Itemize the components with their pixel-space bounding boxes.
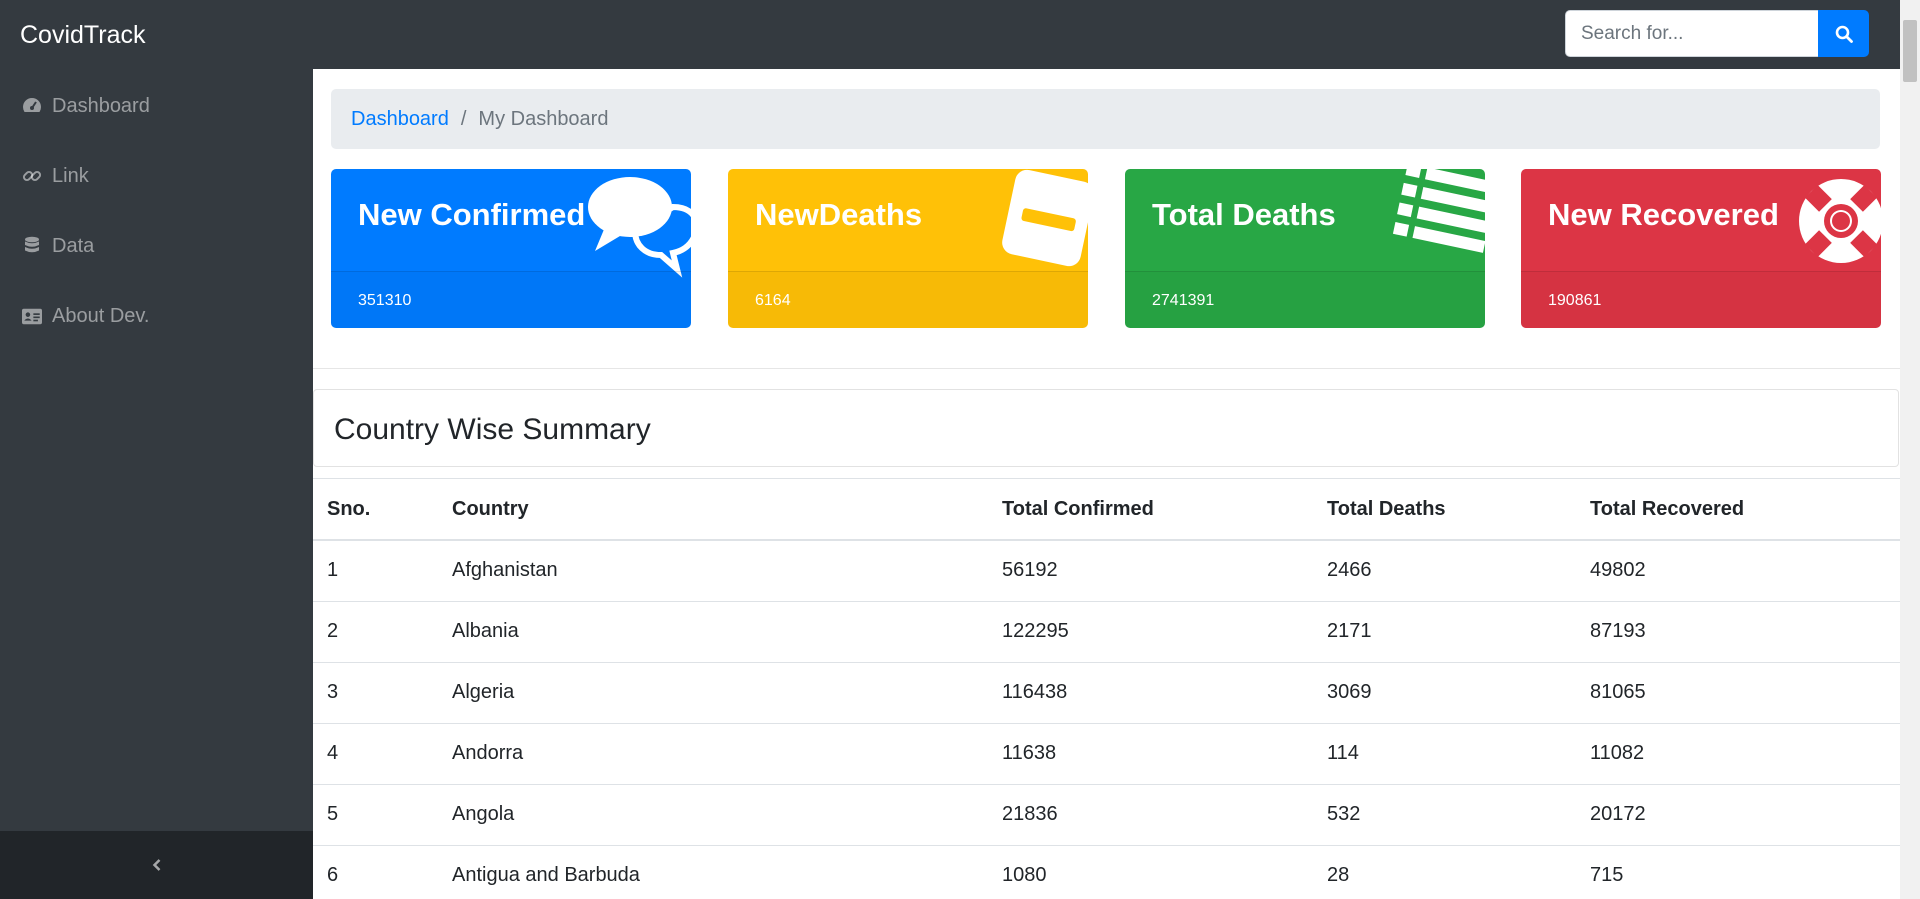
column-header-total-confirmed: Total Confirmed	[988, 479, 1313, 541]
database-icon	[22, 236, 42, 256]
cell-sno: 6	[313, 845, 438, 899]
card-new-deaths[interactable]: NewDeaths 6164	[728, 169, 1088, 328]
cell-total-confirmed: 56192	[988, 540, 1313, 602]
cell-total-deaths: 2466	[1313, 540, 1576, 602]
cell-country: Andorra	[438, 723, 988, 785]
column-header-total-deaths: Total Deaths	[1313, 479, 1576, 541]
cell-total-recovered: 81065	[1576, 662, 1900, 724]
card-footer: 6164	[728, 271, 1088, 328]
cell-sno: 5	[313, 784, 438, 846]
search-input[interactable]	[1565, 10, 1818, 57]
id-card-icon	[22, 306, 42, 326]
breadcrumb-active: My Dashboard	[478, 107, 609, 130]
sidebar-item-label: About Dev.	[52, 304, 150, 327]
comments-icon	[588, 177, 691, 278]
cell-total-recovered: 87193	[1576, 601, 1900, 663]
card-footer: 190861	[1521, 271, 1881, 328]
card-value: 6164	[755, 292, 791, 309]
cell-country: Afghanistan	[438, 540, 988, 602]
card-title: New Recovered	[1548, 197, 1779, 232]
cell-country: Albania	[438, 601, 988, 663]
table-row: 1 Afghanistan 56192 2466 49802	[313, 540, 1900, 602]
sidebar-item-link[interactable]: Link	[0, 141, 313, 211]
cell-total-recovered: 20172	[1576, 784, 1900, 846]
cell-total-confirmed: 122295	[988, 601, 1313, 663]
cell-total-deaths: 2171	[1313, 601, 1576, 663]
summary-title: Country Wise Summary	[334, 413, 651, 446]
sidebar-item-label: Link	[52, 164, 89, 187]
card-title: Total Deaths	[1152, 197, 1336, 232]
table-row: 5 Angola 21836 532 20172	[313, 784, 1900, 846]
cell-total-recovered: 11082	[1576, 723, 1900, 785]
cell-total-deaths: 114	[1313, 723, 1576, 785]
cell-total-confirmed: 11638	[988, 723, 1313, 785]
cell-total-confirmed: 116438	[988, 662, 1313, 724]
card-new-confirmed[interactable]: New Confirmed 351310	[331, 169, 691, 328]
cell-country: Algeria	[438, 662, 988, 724]
link-icon	[22, 166, 42, 186]
top-navbar: CovidTrack	[0, 0, 1920, 69]
sidebar-item-about-dev[interactable]: About Dev.	[0, 281, 313, 351]
table-row: 2 Albania 122295 2171 87193	[313, 601, 1900, 663]
breadcrumb-separator: /	[460, 107, 467, 130]
cell-total-deaths: 28	[1313, 845, 1576, 899]
table-row: 6 Antigua and Barbuda 1080 28 715	[313, 845, 1900, 899]
sidebar-item-dashboard[interactable]: Dashboard	[0, 71, 313, 141]
cell-total-recovered: 49802	[1576, 540, 1900, 602]
cell-total-deaths: 532	[1313, 784, 1576, 846]
search-icon	[1835, 25, 1853, 43]
card-value: 351310	[358, 292, 412, 309]
cell-total-deaths: 3069	[1313, 662, 1576, 724]
sidebar-toggle-button[interactable]	[0, 831, 313, 899]
page-scrollbar[interactable]	[1900, 0, 1920, 899]
card-title: New Confirmed	[358, 197, 586, 232]
minus-square-icon	[1002, 169, 1088, 267]
tachometer-icon	[22, 96, 42, 116]
life-ring-icon	[1799, 179, 1881, 263]
cell-total-confirmed: 1080	[988, 845, 1313, 899]
list-icon	[1392, 169, 1485, 253]
card-footer: 351310	[331, 271, 691, 328]
search-button[interactable]	[1818, 10, 1869, 57]
table-row: 4 Andorra 11638 114 11082	[313, 723, 1900, 785]
cell-sno: 4	[313, 723, 438, 785]
search-form	[1565, 10, 1869, 57]
section-divider	[313, 368, 1900, 369]
card-value: 2741391	[1152, 292, 1215, 309]
table-header-row: Sno. Country Total Confirmed Total Death…	[313, 479, 1900, 541]
sidebar: Dashboard Link Data	[0, 69, 313, 899]
brand-logo[interactable]: CovidTrack	[20, 21, 146, 49]
cell-country: Antigua and Barbuda	[438, 845, 988, 899]
table-top-border	[313, 478, 1900, 479]
card-total-deaths[interactable]: Total Deaths 2741391	[1125, 169, 1485, 328]
cell-sno: 2	[313, 601, 438, 663]
cell-sno: 3	[313, 662, 438, 724]
breadcrumb: Dashboard / My Dashboard	[331, 89, 1880, 149]
cell-total-recovered: 715	[1576, 845, 1900, 899]
column-header-total-recovered: Total Recovered	[1576, 479, 1900, 541]
breadcrumb-link-dashboard[interactable]: Dashboard	[351, 107, 449, 130]
card-footer: 2741391	[1125, 271, 1485, 328]
country-summary-table: Sno. Country Total Confirmed Total Death…	[313, 479, 1900, 899]
sidebar-item-label: Data	[52, 234, 95, 257]
column-header-sno: Sno.	[313, 479, 438, 541]
card-new-recovered[interactable]: New Recovered 190861	[1521, 169, 1881, 328]
cell-total-confirmed: 21836	[988, 784, 1313, 846]
sidebar-item-data[interactable]: Data	[0, 211, 313, 281]
card-title: NewDeaths	[755, 197, 923, 232]
card-value: 190861	[1548, 292, 1602, 309]
column-header-country: Country	[438, 479, 988, 541]
chevron-left-icon	[152, 859, 160, 871]
cell-country: Angola	[438, 784, 988, 846]
table-row: 3 Algeria 116438 3069 81065	[313, 662, 1900, 724]
summary-card: Country Wise Summary	[313, 389, 1899, 467]
scrollbar-thumb[interactable]	[1903, 20, 1917, 82]
sidebar-item-label: Dashboard	[52, 94, 150, 117]
cell-sno: 1	[313, 540, 438, 602]
